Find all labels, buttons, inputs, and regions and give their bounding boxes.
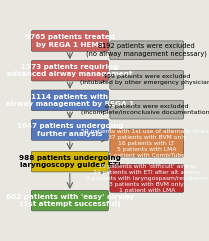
FancyBboxPatch shape bbox=[110, 100, 184, 119]
FancyBboxPatch shape bbox=[31, 190, 108, 211]
FancyBboxPatch shape bbox=[31, 60, 108, 81]
Text: 1047 patients undergoing
further analysis: 1047 patients undergoing further analysi… bbox=[17, 123, 123, 137]
Text: 662 patients with 'easy' airway
(1st attempt successful): 662 patients with 'easy' airway (1st att… bbox=[6, 194, 134, 207]
Text: 459 patients were excluded
(intubated by other emergency physician): 459 patients were excluded (intubated by… bbox=[80, 74, 209, 86]
Text: 1573 patients requiring
advanced airway management: 1573 patients requiring advanced airway … bbox=[7, 64, 133, 77]
FancyBboxPatch shape bbox=[110, 164, 184, 192]
FancyBboxPatch shape bbox=[31, 151, 108, 172]
FancyBboxPatch shape bbox=[31, 31, 108, 51]
FancyBboxPatch shape bbox=[31, 90, 108, 111]
FancyBboxPatch shape bbox=[110, 71, 184, 89]
Text: 988 patients undergoing
laryngoscopy guided ETI: 988 patients undergoing laryngoscopy gui… bbox=[19, 155, 121, 168]
FancyBboxPatch shape bbox=[110, 129, 184, 157]
Text: 1114 patients with
airway management by REGA 1: 1114 patients with airway management by … bbox=[6, 94, 134, 107]
Text: 59 patients with 1st use of alternate airway
37 patients with BVM only
16 patien: 59 patients with 1st use of alternate ai… bbox=[81, 128, 209, 158]
Text: 9765 patients treated
by REGA 1 HEMS: 9765 patients treated by REGA 1 HEMS bbox=[25, 34, 115, 48]
Text: 67 patients were excluded
(incomplete/inconclusive documentation): 67 patients were excluded (incomplete/in… bbox=[81, 104, 209, 115]
FancyBboxPatch shape bbox=[31, 120, 108, 140]
FancyBboxPatch shape bbox=[110, 41, 184, 60]
Text: 8192 patients were excluded
(no airway management necessary): 8192 patients were excluded (no airway m… bbox=[86, 43, 207, 57]
Text: 39 patients with 'difficult' airway
24 patients with ETI after alt airway
3 pati: 39 patients with 'difficult' airway 24 p… bbox=[86, 164, 208, 193]
